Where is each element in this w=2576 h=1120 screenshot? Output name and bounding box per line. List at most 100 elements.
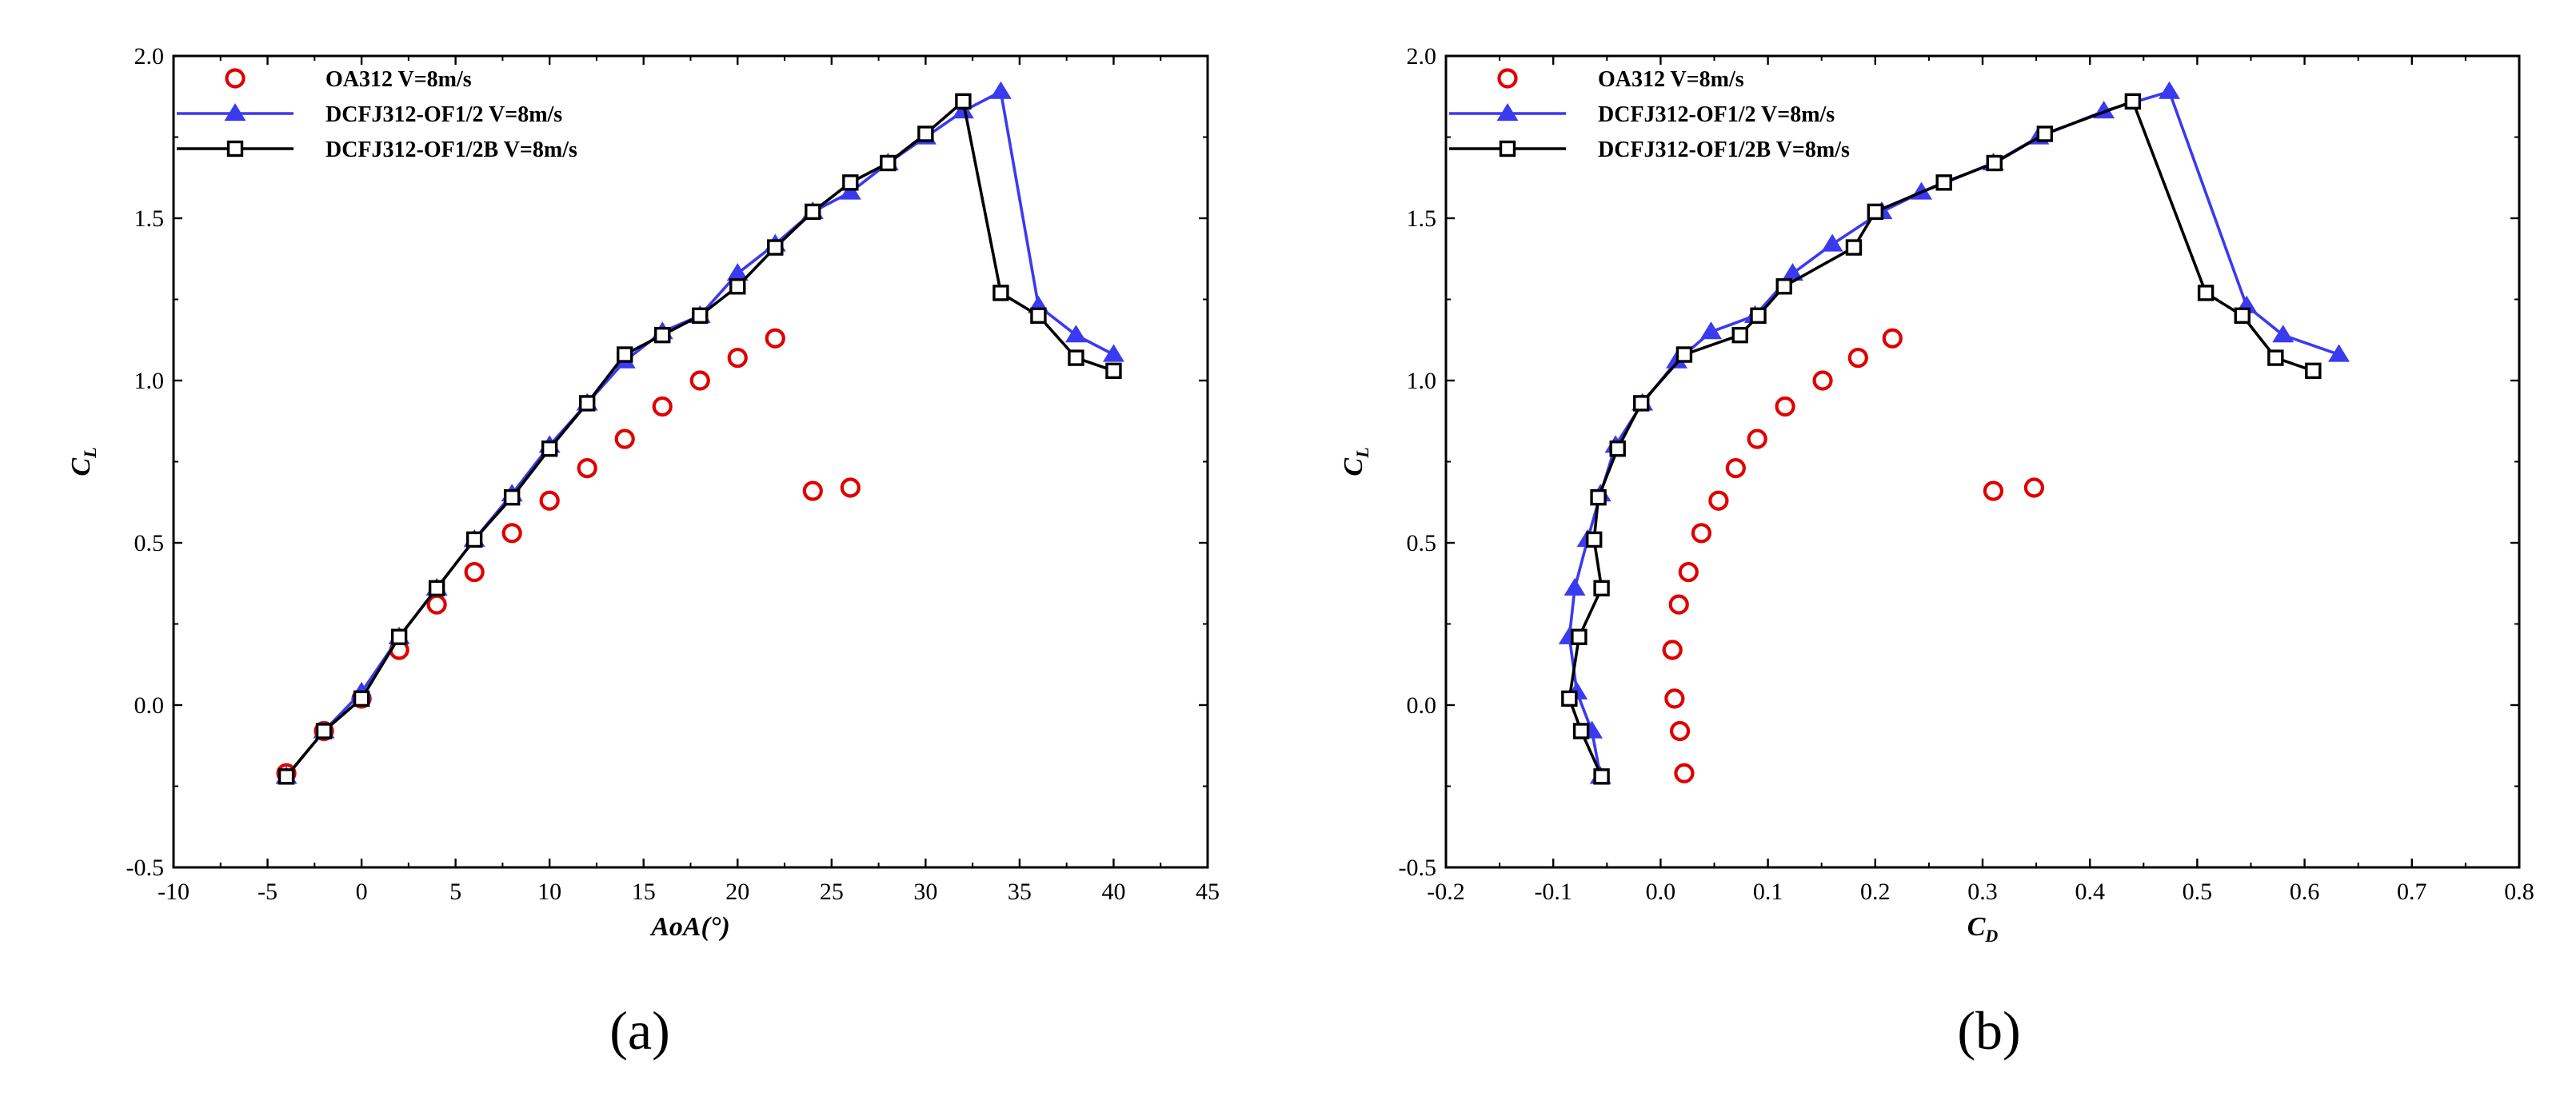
x-tick-label: 0.2: [1860, 879, 1891, 905]
data-point: [278, 768, 295, 785]
y-tick-label: 0.5: [1407, 530, 1437, 556]
y-tick-label: 0.5: [134, 530, 165, 556]
data-point: [577, 458, 597, 479]
y-tick-label: -0.5: [1399, 855, 1437, 881]
legend-marker: [1496, 103, 1519, 122]
y-tick-label: 2.0: [1407, 43, 1437, 70]
data-point: [2159, 81, 2180, 99]
data-point: [1678, 561, 1699, 583]
data-point: [729, 278, 746, 295]
x-tick-label: -10: [158, 879, 190, 905]
plot-frame: [172, 54, 1209, 869]
data-point: [1593, 768, 1610, 785]
data-point: [2023, 477, 2045, 498]
data-point: [2305, 362, 2322, 380]
y-tick-label: 1.5: [1407, 205, 1437, 232]
data-point: [2234, 307, 2251, 324]
data-point: [426, 594, 447, 615]
x-tick-label: 40: [1101, 879, 1125, 905]
data-point: [1674, 763, 1695, 783]
data-point: [2036, 126, 2054, 142]
x-tick-label: 20: [725, 879, 749, 905]
data-point: [1609, 440, 1626, 457]
data-point: [1867, 203, 1884, 221]
series-circle: [276, 328, 861, 783]
y-axis-label: CL: [66, 447, 100, 476]
data-point: [541, 440, 558, 457]
x-tick-label: 10: [537, 879, 561, 905]
y-axis-label: CL: [1339, 447, 1372, 476]
y-tick-label: 2.0: [134, 43, 165, 70]
legend-marker: [225, 68, 246, 89]
data-point: [767, 239, 784, 256]
data-point: [1747, 428, 1767, 449]
data-point: [501, 523, 522, 544]
data-point: [992, 285, 1009, 301]
data-point: [955, 93, 972, 110]
x-tick-label: -0.1: [1534, 879, 1572, 905]
series-line: [285, 100, 1115, 778]
data-point: [1691, 523, 1711, 544]
data-point: [1699, 321, 1722, 340]
x-tick-label: -5: [258, 879, 278, 905]
legend: OA312 V=8m/s DCFJ312-OF1/2 V=8m/s DCFJ312-…: [1449, 67, 1850, 162]
legend-marker: [224, 103, 246, 122]
x-tick-label: 0.3: [1967, 879, 1998, 905]
x-tick-label: 0: [356, 879, 368, 905]
data-point: [1675, 346, 1693, 363]
data-point: [1561, 690, 1578, 707]
x-tick-label: 35: [1008, 879, 1032, 905]
data-point: [1585, 531, 1603, 548]
y-tick-label: 1.0: [1407, 368, 1437, 394]
data-point: [390, 628, 408, 645]
data-point: [652, 396, 673, 417]
x-tick-label: 0.7: [2397, 879, 2427, 905]
data-point: [1064, 325, 1087, 343]
data-point: [1731, 326, 1748, 344]
x-tick-label: 25: [820, 879, 844, 905]
x-tick-label: 0.5: [2183, 879, 2213, 905]
data-point: [1669, 720, 1691, 742]
data-point: [539, 490, 560, 511]
data-point: [1821, 233, 1843, 252]
data-point: [315, 723, 333, 739]
chart-panel-a: -10 -5 0 5 10 15 20 25 30 35 40 45 -0.5 0.0 0.5 1.0 1.5 2…: [66, 43, 1220, 942]
data-point: [464, 561, 485, 583]
legend-marker: [1497, 68, 1518, 89]
data-point: [2197, 285, 2215, 301]
data-point: [1590, 488, 1607, 506]
data-point: [2267, 349, 2284, 366]
data-point: [1845, 239, 1863, 256]
data-point: [1564, 577, 1586, 596]
data-point: [1662, 640, 1683, 660]
x-tick-label: 0.6: [2290, 879, 2320, 905]
data-point: [428, 580, 445, 597]
x-tick-label: -0.2: [1427, 879, 1465, 905]
legend-label: OA312 V=8m/s: [1598, 67, 1744, 92]
data-point: [1633, 395, 1650, 412]
panel-label-a: (a): [609, 1000, 670, 1061]
data-point: [2124, 93, 2142, 110]
data-point: [802, 480, 823, 501]
data-point: [840, 477, 861, 498]
data-point: [1725, 458, 1746, 479]
data-point: [614, 428, 635, 449]
x-tick-label: 0.0: [1646, 879, 1676, 905]
legend-label: DCFJ312-OF1/2B V=8m/s: [1598, 138, 1850, 162]
x-tick-label: 0.1: [1753, 879, 1783, 905]
data-point: [1068, 349, 1084, 366]
data-point: [727, 347, 748, 369]
y-tick-label: 1.5: [134, 205, 165, 232]
data-point: [1935, 174, 1952, 191]
series-line: [285, 90, 1115, 778]
data-point: [579, 395, 596, 412]
data-point: [1668, 594, 1689, 615]
data-point: [1983, 480, 2004, 501]
data-point: [1775, 396, 1795, 417]
data-point: [1812, 370, 1833, 391]
data-point: [1750, 307, 1767, 324]
chart-panel-b: -0.2 -0.1 0.0 0.1 0.2 0.3 0.4 0.5 0.6 0.7 0.8 -0.5 0…: [1339, 43, 2534, 946]
series-line: [1568, 90, 2340, 777]
data-point: [842, 174, 859, 191]
data-point: [1847, 347, 1868, 369]
